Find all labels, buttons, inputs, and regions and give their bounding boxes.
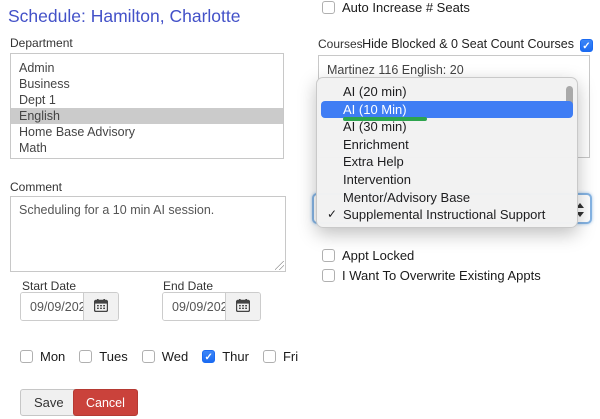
dropdown-option[interactable]: ✓ Supplemental Instructional Support bbox=[317, 206, 577, 224]
dropdown-option[interactable]: ✓ AI (20 min) bbox=[317, 83, 577, 101]
start-date-group bbox=[20, 292, 119, 321]
green-underline-annotation bbox=[343, 116, 427, 122]
scrollbar-thumb[interactable] bbox=[566, 86, 573, 114]
appt-option-checkbox[interactable]: Auto Increase # Seats bbox=[322, 0, 470, 15]
end-date-group bbox=[162, 292, 261, 321]
start-date-input[interactable] bbox=[21, 293, 83, 320]
checkbox-icon[interactable] bbox=[141, 350, 155, 363]
resize-handle-icon[interactable] bbox=[275, 261, 284, 270]
checkbox-icon[interactable] bbox=[79, 350, 93, 363]
checkbox-icon[interactable] bbox=[202, 350, 216, 363]
comment-field-wrap: Scheduling for a 10 min AI session. bbox=[10, 196, 286, 272]
weekday-label: Tues bbox=[99, 349, 128, 364]
appt-option-label: Appt Locked bbox=[342, 248, 415, 263]
dropdown-option-label: Enrichment bbox=[343, 136, 409, 152]
department-option[interactable]: Science bbox=[11, 156, 283, 158]
appt-option-label: I Want To Overwrite Existing Appts bbox=[342, 268, 541, 283]
select-arrows-icon bbox=[576, 202, 584, 218]
dropdown-option[interactable]: ✓ AI (30 min) bbox=[317, 118, 577, 136]
course-option-label: Martinez 116 English: 20 bbox=[327, 63, 464, 77]
checkbox-icon[interactable] bbox=[20, 350, 33, 363]
weekday-checkbox[interactable]: Fri bbox=[262, 349, 299, 364]
dropdown-option-label: AI (30 min) bbox=[343, 119, 407, 135]
courses-label: Courses bbox=[318, 37, 363, 51]
dropdown-option-label: Extra Help bbox=[343, 154, 404, 170]
calendar-icon bbox=[93, 298, 109, 315]
dropdown-option-label: AI (10 Min) bbox=[343, 101, 407, 117]
end-date-input[interactable] bbox=[163, 293, 225, 320]
hide-blocked-label: Hide Blocked & 0 Seat Count Courses bbox=[362, 37, 574, 51]
start-date-label: Start Date bbox=[22, 279, 77, 293]
dropdown-option[interactable]: ✓ Extra Help bbox=[317, 153, 577, 171]
cancel-button[interactable]: Cancel bbox=[73, 389, 138, 416]
appt-option-checkbox[interactable]: Appt Locked bbox=[322, 248, 414, 263]
department-label: Department bbox=[10, 36, 73, 50]
dropdown-option-label: Supplemental Instructional Support bbox=[343, 207, 546, 223]
dropdown-option[interactable]: ✓ Intervention bbox=[317, 171, 577, 189]
appt-option-label: Auto Increase # Seats bbox=[342, 0, 470, 15]
department-option-label: English bbox=[19, 109, 60, 123]
checkbox-icon[interactable] bbox=[262, 350, 276, 363]
weekday-checkbox[interactable]: Wed bbox=[141, 349, 189, 364]
department-option[interactable]: Math bbox=[11, 140, 283, 156]
dropdown-option[interactable]: ✓ AI (10 Min) bbox=[321, 100, 573, 122]
end-date-calendar-button[interactable] bbox=[225, 293, 260, 320]
dropdown-option[interactable]: ✓ Enrichment bbox=[317, 136, 577, 154]
checkbox-icon[interactable] bbox=[322, 269, 335, 282]
start-date-calendar-button[interactable] bbox=[83, 293, 118, 320]
checkmark-icon: ✓ bbox=[326, 207, 338, 222]
course-type-dropdown-menu: ✓ AI (20 min) ✓ AI (10 Min) ✓ AI (30 min… bbox=[316, 77, 578, 228]
weekday-label: Thur bbox=[222, 349, 249, 364]
hide-blocked-checkbox[interactable] bbox=[580, 39, 593, 52]
calendar-icon bbox=[235, 298, 251, 315]
department-option-label: Admin bbox=[19, 61, 55, 75]
weekday-checkbox[interactable]: Mon bbox=[20, 349, 65, 364]
dropdown-option[interactable]: ✓ Mentor/Advisory Base bbox=[317, 189, 577, 207]
checkbox-icon[interactable] bbox=[322, 249, 335, 262]
save-button[interactable]: Save bbox=[20, 389, 78, 416]
end-date-label: End Date bbox=[163, 279, 214, 293]
dropdown-option-label: Mentor/Advisory Base bbox=[343, 189, 471, 205]
department-option[interactable]: Dept 1 bbox=[11, 92, 283, 108]
dropdown-option-label: AI (20 min) bbox=[343, 84, 407, 99]
weekday-label: Mon bbox=[40, 349, 66, 364]
weekday-checkbox-group: Mon Tues Wed Thur Fri bbox=[20, 349, 298, 364]
appt-option-checkbox[interactable]: I Want To Overwrite Existing Appts bbox=[322, 268, 541, 283]
course-option[interactable]: Martinez 116 English: 20 bbox=[319, 62, 589, 79]
department-option-label: Home Base Advisory bbox=[19, 125, 136, 139]
department-option-label: Math bbox=[19, 141, 47, 155]
department-option-label: Business bbox=[19, 77, 70, 91]
department-listbox[interactable]: Admin Business Dept 1 English Home Base … bbox=[10, 53, 284, 159]
department-option-label: Science bbox=[19, 157, 63, 158]
comment-textarea[interactable]: Scheduling for a 10 min AI session. bbox=[10, 196, 286, 272]
weekday-label: Wed bbox=[161, 349, 189, 364]
checkbox-icon[interactable] bbox=[322, 1, 335, 14]
weekday-checkbox[interactable]: Tues bbox=[79, 349, 128, 364]
dropdown-option-label: Intervention bbox=[343, 171, 411, 187]
department-option[interactable]: Home Base Advisory bbox=[11, 124, 283, 140]
department-option[interactable]: English bbox=[11, 108, 283, 124]
comment-label: Comment bbox=[10, 180, 63, 194]
department-option[interactable]: Admin bbox=[11, 60, 283, 76]
page-title: Schedule: Hamilton, Charlotte bbox=[8, 6, 241, 26]
department-option-label: Dept 1 bbox=[19, 93, 56, 107]
weekday-label: Fri bbox=[282, 349, 299, 364]
weekday-checkbox[interactable]: Thur bbox=[202, 349, 249, 364]
department-option[interactable]: Business bbox=[11, 76, 283, 92]
